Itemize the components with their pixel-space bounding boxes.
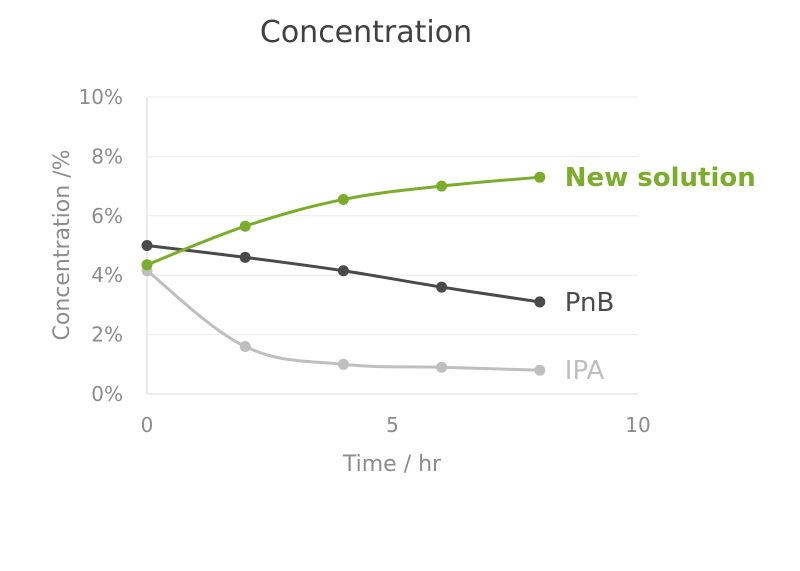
x-axis-label: Time / hr [342, 452, 442, 477]
data-point [436, 180, 448, 192]
data-point [534, 364, 546, 376]
y-tick-label: 10% [79, 85, 123, 109]
data-point [436, 281, 448, 293]
y-axis-label: Concentration /% [50, 150, 75, 341]
data-point [141, 240, 153, 251]
x-tick-label: 5 [386, 413, 399, 437]
series-line-ipa [145, 269, 542, 372]
data-point [239, 220, 251, 232]
x-tick-label: 0 [141, 413, 154, 437]
x-tick-label: 10 [625, 413, 650, 437]
series-pnb: PnB [141, 240, 615, 318]
y-tick-label: 6% [91, 204, 123, 228]
series-ipa: IPA [141, 265, 605, 386]
y-tick-label: 0% [91, 382, 123, 406]
y-tick-label: 4% [91, 263, 123, 287]
data-point [239, 340, 251, 352]
gridlines [147, 96, 638, 336]
y-tick-label: 2% [91, 323, 123, 347]
data-point [239, 251, 251, 263]
data-point [436, 361, 448, 373]
series-label-ipa: IPA [565, 356, 605, 386]
data-point [534, 171, 546, 183]
chart-title: Concentration [260, 15, 472, 50]
y-tick-labels: 0% 2% 4% 6% 8% 10% [79, 85, 123, 406]
y-tick-label: 8% [91, 144, 123, 168]
series-layer: IPA PnB New solution [141, 163, 756, 386]
series-label-new-solution: New solution [565, 163, 756, 193]
data-point [337, 265, 349, 277]
data-point [337, 193, 349, 205]
series-new-solution: New solution [141, 163, 756, 271]
data-point [337, 358, 349, 370]
x-tick-labels: 0 5 10 [141, 413, 651, 437]
data-point [141, 259, 153, 271]
data-point [534, 296, 546, 308]
series-label-pnb: PnB [565, 288, 615, 318]
axes [146, 97, 638, 395]
